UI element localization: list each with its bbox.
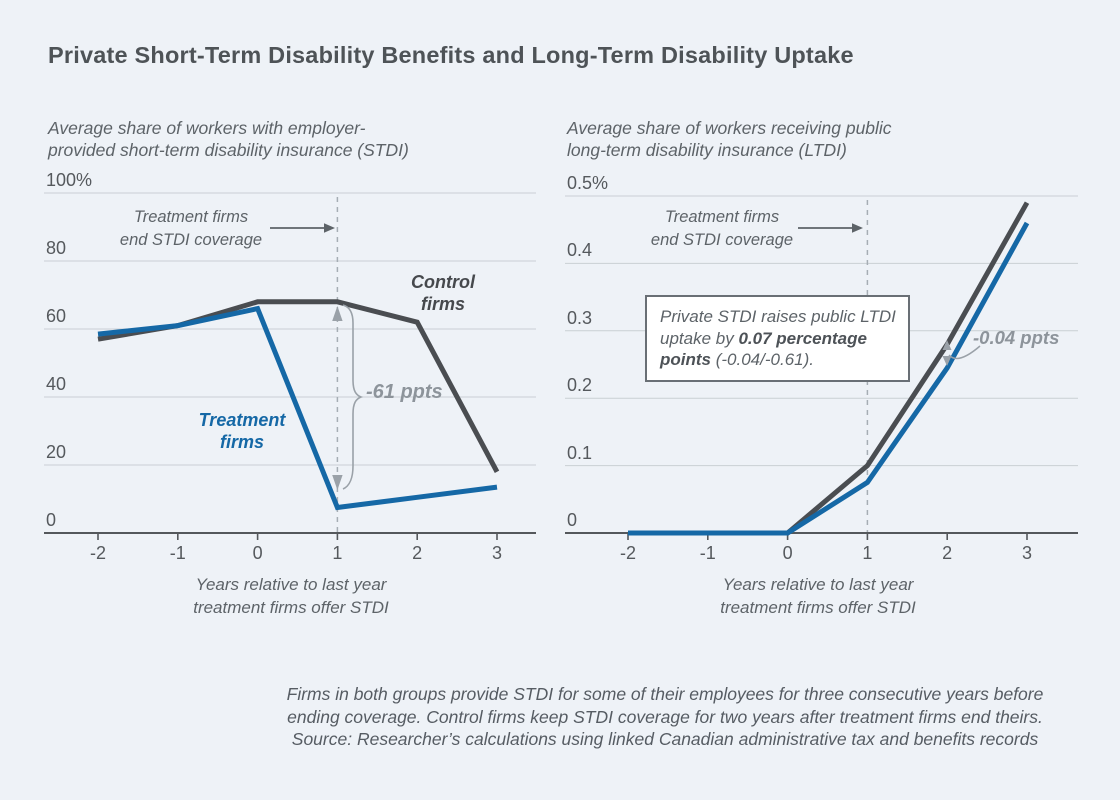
right-ltdi-chart xyxy=(565,195,1078,540)
mini-arrow-up-icon xyxy=(942,340,952,350)
series-line-treatment-firms xyxy=(628,221,1030,536)
callout-text: Private STDI raises public LTDI xyxy=(660,307,896,326)
left-stdi-chart xyxy=(44,192,536,540)
series-line-treatment-firms xyxy=(97,305,498,511)
treatment-effect-callout: Private STDI raises public LTDI uptake by… xyxy=(645,295,910,382)
gap-arrow-up-icon xyxy=(332,306,343,321)
gap-arrow-down-icon xyxy=(332,475,343,490)
callout-text: points xyxy=(660,350,711,369)
callout-text: 0.07 percentage xyxy=(738,328,867,348)
event-arrow-head-icon xyxy=(324,223,335,233)
callout-text: (-0.04/-0.61). xyxy=(711,350,814,369)
brace-icon xyxy=(342,304,364,490)
mini-arrow-down-icon xyxy=(942,356,952,366)
callout-text: uptake by xyxy=(660,328,739,348)
event-arrow-head-icon xyxy=(852,223,863,233)
annotation-overlays xyxy=(270,223,981,490)
